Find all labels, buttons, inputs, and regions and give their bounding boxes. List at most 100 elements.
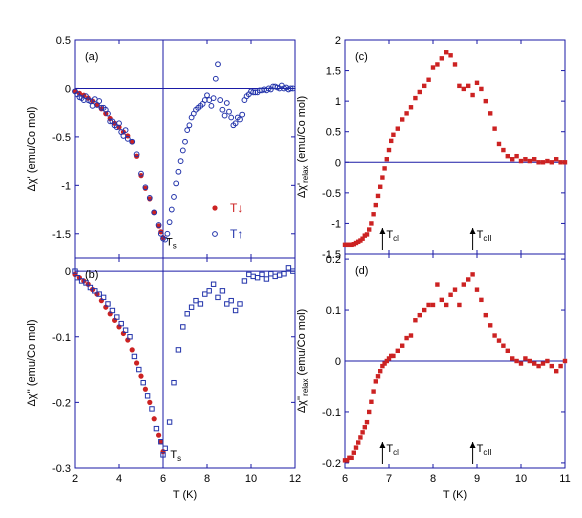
- data-point: [239, 111, 246, 118]
- data-point: [457, 83, 462, 89]
- y-tick-label: -0.1: [322, 407, 341, 419]
- data-point: [202, 291, 208, 297]
- data-point: [452, 62, 458, 67]
- y-tick-label: 0.5: [326, 127, 341, 139]
- y-tick-label: 0: [335, 157, 341, 169]
- data-point: [369, 399, 374, 404]
- data-point: [466, 83, 471, 89]
- data-point: [177, 158, 184, 165]
- data-point: [212, 75, 219, 82]
- data-point: [562, 160, 568, 165]
- data-point: [129, 138, 136, 145]
- data-point: [219, 106, 226, 113]
- data-point: [435, 62, 440, 67]
- data-point: [439, 297, 444, 303]
- data-point: [488, 111, 493, 116]
- x-tick-label: 12: [289, 473, 301, 485]
- data-point: [122, 327, 129, 333]
- data-point: [353, 445, 359, 450]
- y-tick-label: 0: [65, 266, 71, 278]
- data-point: [223, 100, 230, 106]
- data-point: [168, 206, 175, 213]
- data-point: [212, 205, 218, 211]
- data-point: [417, 312, 422, 318]
- y-tick-label: 0.2: [326, 254, 341, 266]
- y-axis-label: Δχ'relax (emu/Co mol): [296, 96, 310, 198]
- arrow-head: [379, 442, 386, 448]
- y-tick-label: 2: [335, 35, 341, 47]
- data-point: [237, 301, 243, 307]
- data-point: [367, 409, 372, 415]
- data-point: [380, 363, 385, 369]
- y-tick-label: -0.2: [322, 458, 341, 470]
- data-point: [483, 98, 488, 104]
- x-tick-label: 8: [204, 473, 210, 485]
- data-point: [452, 287, 458, 292]
- data-point: [105, 110, 111, 117]
- data-point: [268, 271, 274, 277]
- data-point: [496, 338, 502, 343]
- data-point: [444, 302, 449, 308]
- data-point: [204, 92, 210, 99]
- data-point: [149, 406, 155, 412]
- x-tick-label: 8: [430, 473, 436, 485]
- data-point: [540, 361, 546, 366]
- x-tick-label: 6: [342, 473, 348, 485]
- y-tick-label: -1.5: [322, 249, 341, 261]
- panel-label: (a): [85, 51, 98, 63]
- data-point: [179, 147, 186, 154]
- data-point: [160, 452, 166, 458]
- data-point: [404, 111, 409, 116]
- x-axis-label: T (K): [443, 489, 467, 501]
- panel-b: 2 4 6 8 10 12 0 -0.1 -0.2 -0.3 (b) Δχ'' (emu/Co mol…: [26, 257, 301, 501]
- data-point: [290, 268, 296, 274]
- data-point: [184, 311, 190, 317]
- ts-annotation: Ts: [170, 449, 181, 463]
- data-point: [151, 209, 158, 216]
- data-point: [483, 312, 488, 318]
- data-point: [371, 212, 376, 217]
- panel-c: 2 1.5 1 0.5 0 -0.5 -1 -1.5 (c) Δχ'relax (emu/Co m…: [296, 35, 568, 261]
- data-point: [263, 276, 270, 282]
- data-point: [134, 360, 140, 366]
- data-point: [408, 333, 414, 338]
- arrow-head: [379, 228, 386, 234]
- data-point: [162, 236, 169, 243]
- data-point: [127, 334, 133, 340]
- data-point: [276, 272, 283, 278]
- data-point: [362, 425, 367, 430]
- data-point: [349, 242, 354, 248]
- data-point: [426, 77, 431, 82]
- y-axis-label: Δχ''relax (emu/Co mol): [296, 309, 310, 413]
- data-point: [164, 230, 171, 237]
- data-point: [380, 175, 385, 180]
- data-point: [501, 147, 506, 153]
- data-point: [171, 194, 177, 200]
- data-point: [375, 374, 381, 379]
- data-point: [391, 132, 396, 137]
- data-point: [215, 61, 221, 68]
- data-point: [87, 284, 94, 291]
- data-point: [140, 379, 146, 386]
- data-point: [210, 281, 217, 287]
- data-point: [173, 180, 180, 187]
- y-tick-label: 1: [335, 96, 341, 108]
- data-point: [133, 151, 140, 158]
- data-point: [461, 86, 466, 92]
- data-point: [558, 363, 563, 369]
- data-point: [461, 282, 466, 287]
- panel-d: 6 7 8 9 10 11 0.2 0.1 0 -0.1 -0.2 (d) Δχ''relax (emu…: [296, 253, 571, 501]
- data-point: [545, 358, 550, 364]
- data-point: [351, 450, 356, 455]
- data-point: [395, 126, 400, 131]
- data-point: [492, 333, 497, 338]
- data-point: [492, 126, 497, 131]
- x-tick-label: 4: [116, 473, 122, 485]
- data-point: [157, 230, 164, 237]
- data-point: [193, 297, 199, 304]
- data-point: [349, 455, 354, 461]
- panel-label: (c): [355, 51, 368, 63]
- data-point: [241, 278, 248, 284]
- data-point: [124, 135, 131, 142]
